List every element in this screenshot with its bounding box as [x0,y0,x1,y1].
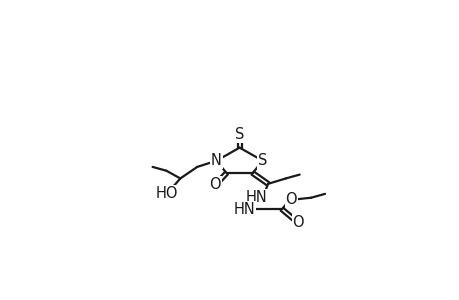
Text: S: S [257,153,267,168]
Text: HN: HN [245,190,267,205]
Text: S: S [235,127,244,142]
Text: N: N [211,153,221,168]
Text: O: O [209,177,220,192]
Text: HN: HN [233,202,255,217]
Text: O: O [285,192,297,207]
Text: HO: HO [155,186,177,201]
Text: O: O [291,215,303,230]
